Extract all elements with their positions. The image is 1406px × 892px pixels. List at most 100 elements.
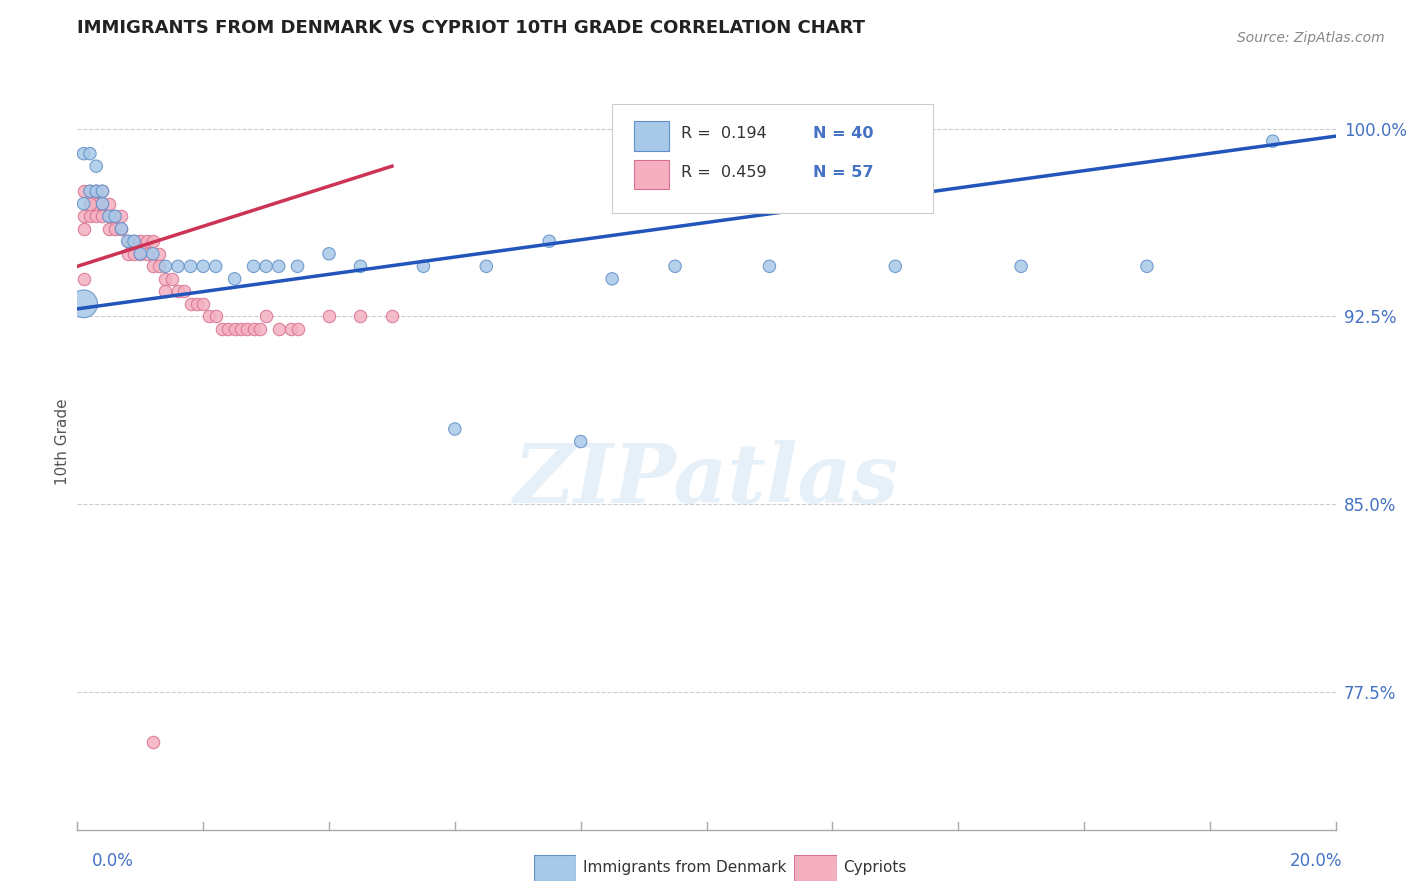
Text: R =  0.194: R = 0.194 (682, 126, 768, 141)
Point (135, 234, 157, 248)
Point (600, 272, 623, 286)
Point (884, 260, 907, 274)
Point (211, 322, 233, 336)
Point (148, 260, 170, 274)
FancyBboxPatch shape (634, 160, 669, 189)
FancyBboxPatch shape (612, 104, 934, 212)
Text: IMMIGRANTS FROM DENMARK VS CYPRIOT 10TH GRADE CORRELATION CHART: IMMIGRANTS FROM DENMARK VS CYPRIOT 10TH … (77, 19, 865, 37)
Point (84, 184, 107, 198)
Point (122, 234, 145, 248)
FancyBboxPatch shape (634, 121, 669, 151)
Point (148, 247, 170, 261)
Point (84, 196, 107, 211)
Text: Immigrants from Denmark: Immigrants from Denmark (583, 861, 787, 875)
Point (664, 260, 686, 274)
Point (84, 184, 107, 198)
Point (122, 247, 145, 261)
Point (142, 234, 165, 248)
Point (91, 209, 114, 223)
Y-axis label: 10th Grade: 10th Grade (55, 398, 70, 485)
Point (104, 221, 127, 235)
Point (72, 297, 94, 311)
Text: R =  0.459: R = 0.459 (682, 165, 766, 180)
Point (287, 322, 309, 336)
Point (167, 285, 190, 299)
Text: Source: ZipAtlas.com: Source: ZipAtlas.com (1237, 31, 1385, 45)
Text: Cypriots: Cypriots (844, 861, 907, 875)
Point (254, 260, 277, 274)
Point (318, 247, 340, 261)
Point (191, 297, 215, 311)
Text: 20.0%: 20.0% (1291, 852, 1343, 870)
Point (79, 184, 101, 198)
Point (142, 260, 165, 274)
Point (1261, 134, 1284, 148)
Point (180, 297, 202, 311)
Point (242, 260, 264, 274)
Point (104, 209, 127, 223)
Point (79, 184, 101, 198)
Point (117, 234, 139, 248)
Point (97, 209, 120, 223)
Point (117, 234, 139, 248)
Point (110, 221, 132, 235)
Point (110, 221, 132, 235)
Point (155, 260, 177, 274)
Point (122, 234, 145, 248)
Point (91, 196, 114, 211)
Point (79, 196, 101, 211)
Point (349, 260, 371, 274)
Text: N = 40: N = 40 (814, 126, 875, 141)
FancyBboxPatch shape (794, 855, 837, 881)
Point (267, 260, 290, 274)
Point (160, 272, 183, 286)
Point (538, 234, 561, 248)
Point (229, 322, 252, 336)
Point (242, 322, 264, 336)
Point (72, 209, 94, 223)
Point (569, 434, 592, 449)
Point (381, 310, 404, 324)
Point (475, 260, 498, 274)
Point (129, 234, 152, 248)
Text: N = 57: N = 57 (814, 165, 875, 180)
Point (167, 260, 190, 274)
Point (758, 260, 780, 274)
Point (186, 297, 208, 311)
Point (180, 260, 202, 274)
Point (1136, 260, 1159, 274)
Point (254, 310, 277, 324)
Point (204, 260, 226, 274)
Point (191, 260, 215, 274)
Point (267, 322, 290, 336)
Point (97, 196, 120, 211)
Point (236, 322, 259, 336)
Point (198, 310, 221, 324)
Point (91, 184, 114, 198)
Point (72, 184, 94, 198)
Point (129, 247, 152, 261)
Point (142, 247, 165, 261)
Point (104, 209, 127, 223)
Point (84, 209, 107, 223)
Point (249, 322, 271, 336)
Point (129, 247, 152, 261)
Point (155, 272, 177, 286)
Point (72, 196, 94, 211)
Point (97, 209, 120, 223)
Point (84, 184, 107, 198)
Point (318, 310, 340, 324)
FancyBboxPatch shape (534, 855, 576, 881)
Point (97, 221, 120, 235)
Point (204, 310, 226, 324)
Point (72, 146, 94, 161)
Point (135, 247, 157, 261)
Point (79, 146, 101, 161)
Point (79, 209, 101, 223)
Point (110, 209, 132, 223)
Text: 0.0%: 0.0% (91, 852, 134, 870)
Point (280, 322, 302, 336)
Point (173, 285, 195, 299)
Point (349, 310, 371, 324)
Point (117, 247, 139, 261)
